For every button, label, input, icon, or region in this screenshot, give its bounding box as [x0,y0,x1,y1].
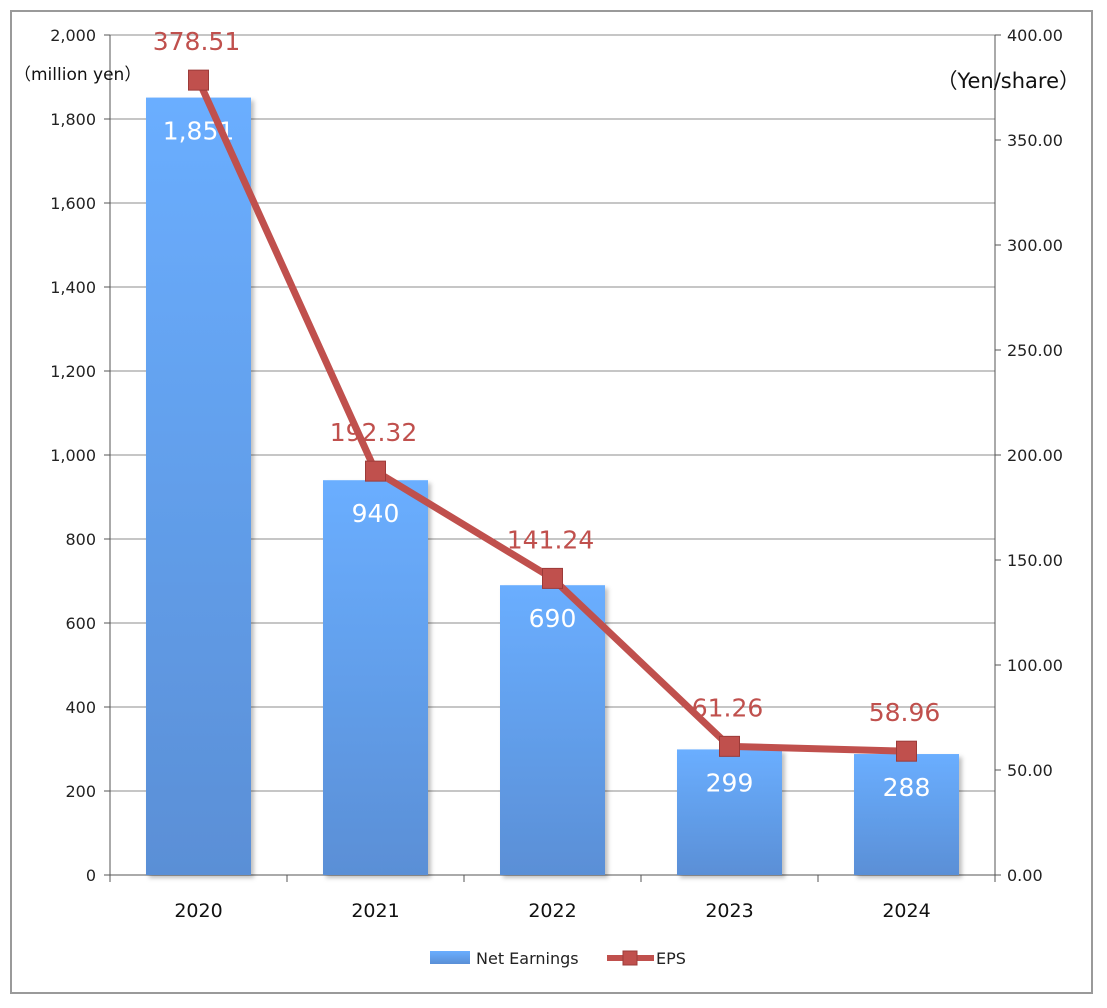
eps-marker [542,567,563,589]
net-earnings-bars [146,97,959,875]
eps-marker [188,69,209,91]
left-tick-label: 1,200 [50,362,96,381]
left-tick-label: 200 [65,782,96,801]
left-tick-label: 1,400 [50,278,96,297]
net-earnings-bar [323,480,428,875]
eps-data-label: 141.24 [507,525,594,554]
net-earnings-data-label: 288 [883,773,931,802]
left-tick-label: 1,800 [50,110,96,129]
net-earnings-bar [677,749,782,875]
eps-data-label: 192.32 [330,418,417,447]
category-label: 2024 [882,900,930,922]
legend-eps-marker [622,950,638,966]
net-earnings-data-label: 690 [529,604,577,633]
left-tick-label: 0 [86,866,96,885]
legend: Net Earnings EPS [430,949,686,968]
left-tick-label: 400 [65,698,96,717]
right-tick-label: 350.00 [1007,131,1063,150]
right-tick-label: 250.00 [1007,341,1063,360]
net-earnings-bar [854,754,959,875]
left-tick-label: 800 [65,530,96,549]
right-tick-label: 400.00 [1007,26,1063,45]
category-label: 2022 [528,900,576,922]
gridlines [110,34,995,792]
right-axis-unit: （Yen/share） [936,69,1080,93]
eps-data-label: 58.96 [869,698,941,727]
category-labels: 2020 2021 2022 2023 2024 [174,900,930,922]
right-tick-label: 150.00 [1007,551,1063,570]
left-tick-label: 1,000 [50,446,96,465]
right-tick-label: 50.00 [1007,761,1053,780]
legend-net-earnings-swatch [430,951,470,964]
right-axis-ticks: 0.00 50.00 100.00 150.00 200.00 250.00 300.00 3… [995,26,1063,885]
left-tick-label: 2,000 [50,26,96,45]
category-label: 2023 [705,900,753,922]
net-earnings-data-label: 940 [352,499,400,528]
net-earnings-data-label: 299 [706,768,754,797]
net-earnings-bar [146,97,251,875]
category-label: 2020 [174,900,222,922]
right-tick-label: 200.00 [1007,446,1063,465]
eps-data-label: 61.26 [692,693,764,722]
left-tick-label: 600 [65,614,96,633]
right-tick-label: 100.00 [1007,656,1063,675]
eps-data-label: 378.51 [153,27,240,56]
right-tick-label: 300.00 [1007,236,1063,255]
net-earnings-bar [500,585,605,875]
eps-marker [896,740,917,762]
eps-line-series [188,69,917,762]
eps-marker [365,460,386,482]
left-axis-ticks: 0 200 400 600 800 1,000 1,200 1,400 1,600 1,800 2,… [50,26,110,885]
legend-eps-label: EPS [656,949,686,968]
eps-marker [719,735,740,757]
right-tick-label: 0.00 [1007,866,1043,885]
category-label: 2021 [351,900,399,922]
left-tick-label: 1,600 [50,194,96,213]
eps-data-labels: 378.51 192.32 141.24 61.26 58.96 [153,27,941,727]
legend-net-earnings-label: Net Earnings [476,949,579,968]
left-axis-unit: （million yen） [14,65,141,85]
